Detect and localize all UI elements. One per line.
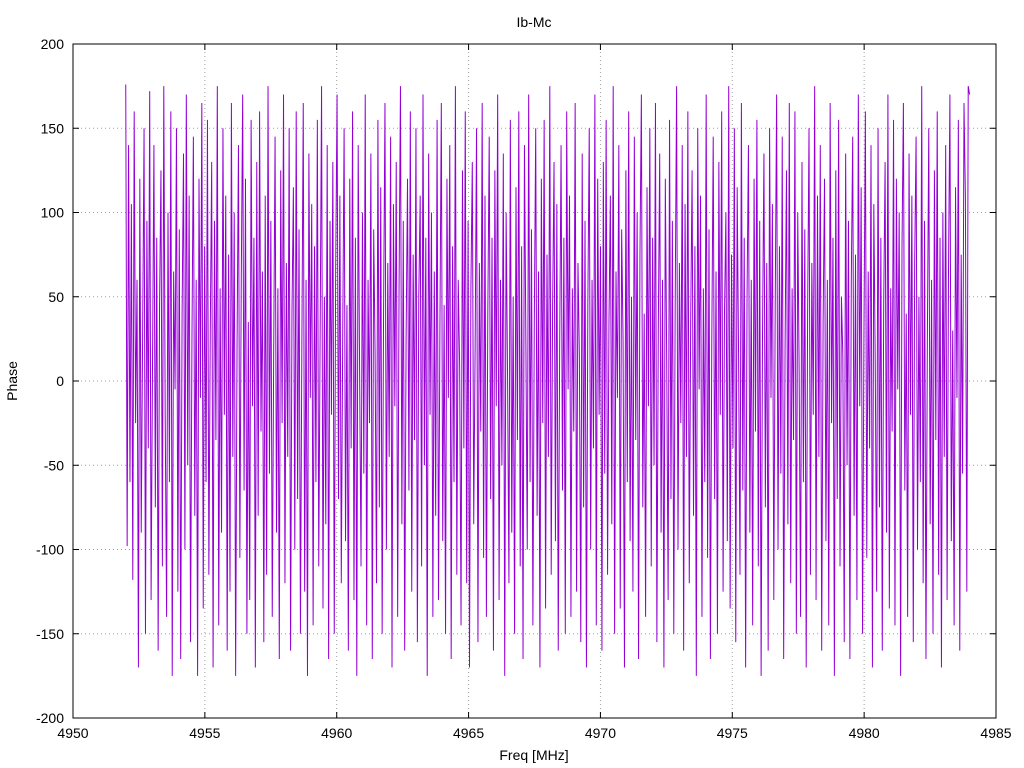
phase-series-line — [125, 84, 971, 676]
axis-ticks: 4950 4955 4960 4965 4970 4975 4980 4985 -200 -150… — [36, 36, 1012, 741]
y-tick-label: -200 — [36, 710, 64, 726]
y-tick-label: 0 — [56, 373, 64, 389]
plot-frame — [72, 43, 997, 719]
x-tick-label: 4960 — [321, 725, 352, 741]
x-axis-label: Freq [MHz] — [499, 747, 568, 763]
y-tick-label: 100 — [41, 205, 65, 221]
x-tick-label: 4970 — [585, 725, 616, 741]
y-tick-label: 150 — [41, 120, 65, 136]
y-tick-label: 50 — [48, 289, 64, 305]
y-tick-label: -50 — [44, 457, 64, 473]
chart-title: Ib-Mc — [517, 14, 552, 30]
y-tick-label: 200 — [41, 36, 65, 52]
x-tick-label: 4965 — [453, 725, 484, 741]
y-tick-label: -100 — [36, 542, 64, 558]
x-tick-label: 4985 — [980, 725, 1011, 741]
x-tick-label: 4955 — [189, 725, 220, 741]
x-tick-label: 4950 — [57, 725, 88, 741]
y-axis-label: Phase — [4, 361, 20, 401]
x-tick-label: 4980 — [849, 725, 880, 741]
y-tick-label: -150 — [36, 626, 64, 642]
x-tick-label: 4975 — [717, 725, 748, 741]
data-series — [125, 84, 971, 676]
